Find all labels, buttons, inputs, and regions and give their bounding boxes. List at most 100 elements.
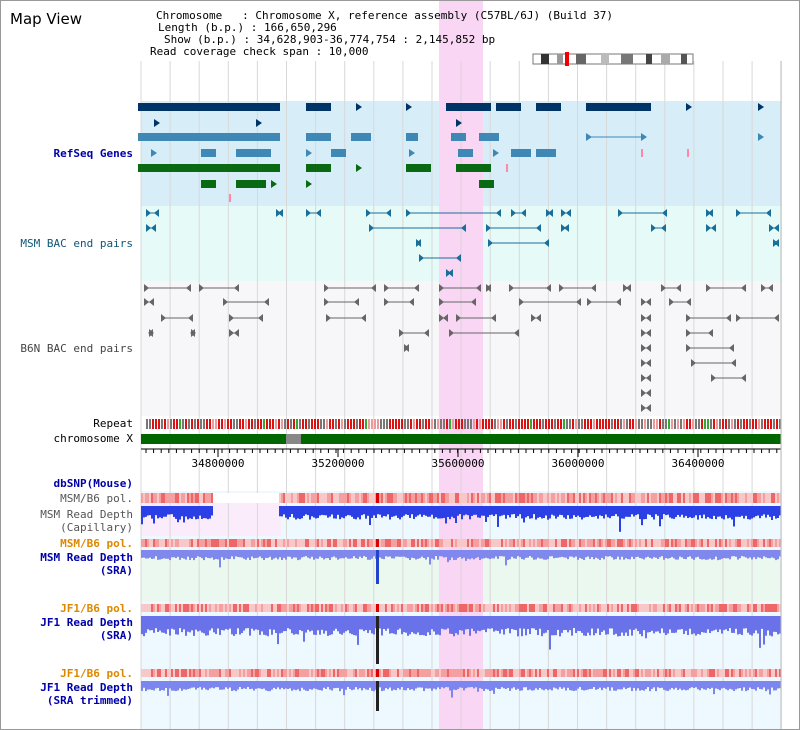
depth-bar — [513, 506, 515, 515]
depth-bar — [653, 550, 655, 558]
bac-end-arrow — [736, 209, 741, 217]
repeat-element — [425, 419, 427, 429]
depth-bar — [357, 506, 359, 518]
repeat-element — [431, 419, 433, 429]
repeat-element — [239, 419, 241, 429]
repeat-element — [299, 419, 301, 429]
repeat-element — [626, 419, 628, 429]
msm-bac-label[interactable]: MSM BAC end pairs — [20, 237, 133, 250]
pol-segment — [335, 493, 337, 503]
pol-segment — [525, 669, 527, 677]
pol-segment — [169, 493, 171, 503]
pol-segment — [389, 604, 391, 612]
depth-bar — [707, 681, 709, 689]
pol-segment — [221, 604, 223, 612]
depth-bar — [187, 550, 189, 557]
repeat-element — [338, 419, 340, 429]
depth-bar — [627, 616, 629, 636]
depth-bar — [447, 550, 449, 563]
depth-bar — [575, 506, 577, 517]
pol-segment — [631, 669, 633, 677]
pol-segment — [765, 669, 767, 677]
depth-bar — [195, 506, 197, 520]
pol-segment — [505, 539, 507, 547]
depth-bar — [343, 506, 345, 519]
depth-bar — [675, 506, 677, 518]
depth-bar — [661, 616, 663, 629]
pol-segment — [491, 493, 493, 503]
depth-bar — [765, 506, 767, 518]
depth-bar — [675, 681, 677, 688]
pol-segment — [569, 539, 571, 547]
depth-bar — [687, 550, 689, 558]
pol-segment — [585, 604, 587, 612]
depth-bar — [409, 681, 411, 690]
pol-segment — [327, 669, 329, 677]
depth-bar — [627, 506, 629, 517]
pol-segment — [601, 604, 603, 612]
pol-segment — [157, 604, 159, 612]
pol-segment — [457, 669, 459, 677]
msm-sra-label[interactable]: MSM Read Depth (SRA) — [40, 551, 133, 577]
pol-segment — [405, 539, 407, 547]
depth-bar — [747, 681, 749, 691]
pol-segment — [653, 493, 655, 503]
pol-segment — [183, 604, 185, 612]
pol-segment — [713, 669, 715, 677]
pol-segment — [651, 539, 653, 547]
jf1-sra-label[interactable]: JF1 Read Depth (SRA) — [40, 616, 133, 642]
pol-segment — [313, 669, 315, 677]
repeat-element — [677, 419, 679, 429]
pol-segment — [227, 493, 229, 503]
dbsnp-label[interactable]: dbSNP(Mouse) — [53, 477, 133, 490]
pol-segment — [159, 539, 161, 547]
depth-bar — [629, 550, 631, 560]
depth-bar — [477, 616, 479, 631]
depth-bar — [375, 506, 377, 518]
pol-segment — [599, 493, 601, 503]
depth-bar — [413, 550, 415, 559]
pol-segment — [409, 539, 411, 547]
pol-segment — [187, 604, 189, 612]
depth-bar — [335, 550, 337, 558]
pol-segment — [589, 539, 591, 547]
b6n-bac-label[interactable]: B6N BAC end pairs — [20, 342, 133, 355]
depth-bar — [517, 681, 519, 689]
depth-bar — [419, 616, 421, 636]
pol-segment — [657, 604, 659, 612]
pol-segment — [611, 669, 613, 677]
pol-segment — [147, 493, 149, 503]
pol-segment — [181, 493, 183, 503]
depth-bar — [595, 550, 597, 558]
pol-segment — [455, 669, 457, 677]
refseq-genes-label[interactable]: RefSeq Genes — [53, 147, 133, 160]
pol-segment — [751, 669, 753, 677]
depth-bar — [495, 550, 497, 557]
pol-segment — [619, 669, 621, 677]
pink-marker — [229, 194, 231, 202]
depth-bar — [713, 550, 715, 560]
depth-bar — [763, 506, 765, 515]
pol-segment — [387, 669, 389, 677]
pol-segment — [437, 539, 439, 547]
pol-segment — [207, 493, 209, 503]
repeat-element — [248, 419, 250, 429]
depth-bar — [687, 681, 689, 690]
depth-bar — [539, 550, 541, 559]
jf1-trimmed-label[interactable]: JF1 Read Depth (SRA trimmed) — [40, 681, 133, 707]
pol-segment — [297, 604, 299, 612]
depth-bar — [243, 616, 245, 631]
pol-segment — [761, 669, 763, 677]
depth-bar — [147, 616, 149, 630]
pol-segment — [751, 539, 753, 547]
depth-bar — [597, 506, 599, 519]
depth-bar — [369, 550, 371, 560]
jf1-pol2-track — [141, 669, 781, 677]
pol-segment — [443, 539, 445, 547]
pol-segment — [349, 493, 351, 503]
depth-bar — [487, 681, 489, 690]
bac-end-arrow — [144, 298, 149, 306]
repeat-element — [512, 419, 514, 429]
depth-bar — [161, 616, 163, 633]
